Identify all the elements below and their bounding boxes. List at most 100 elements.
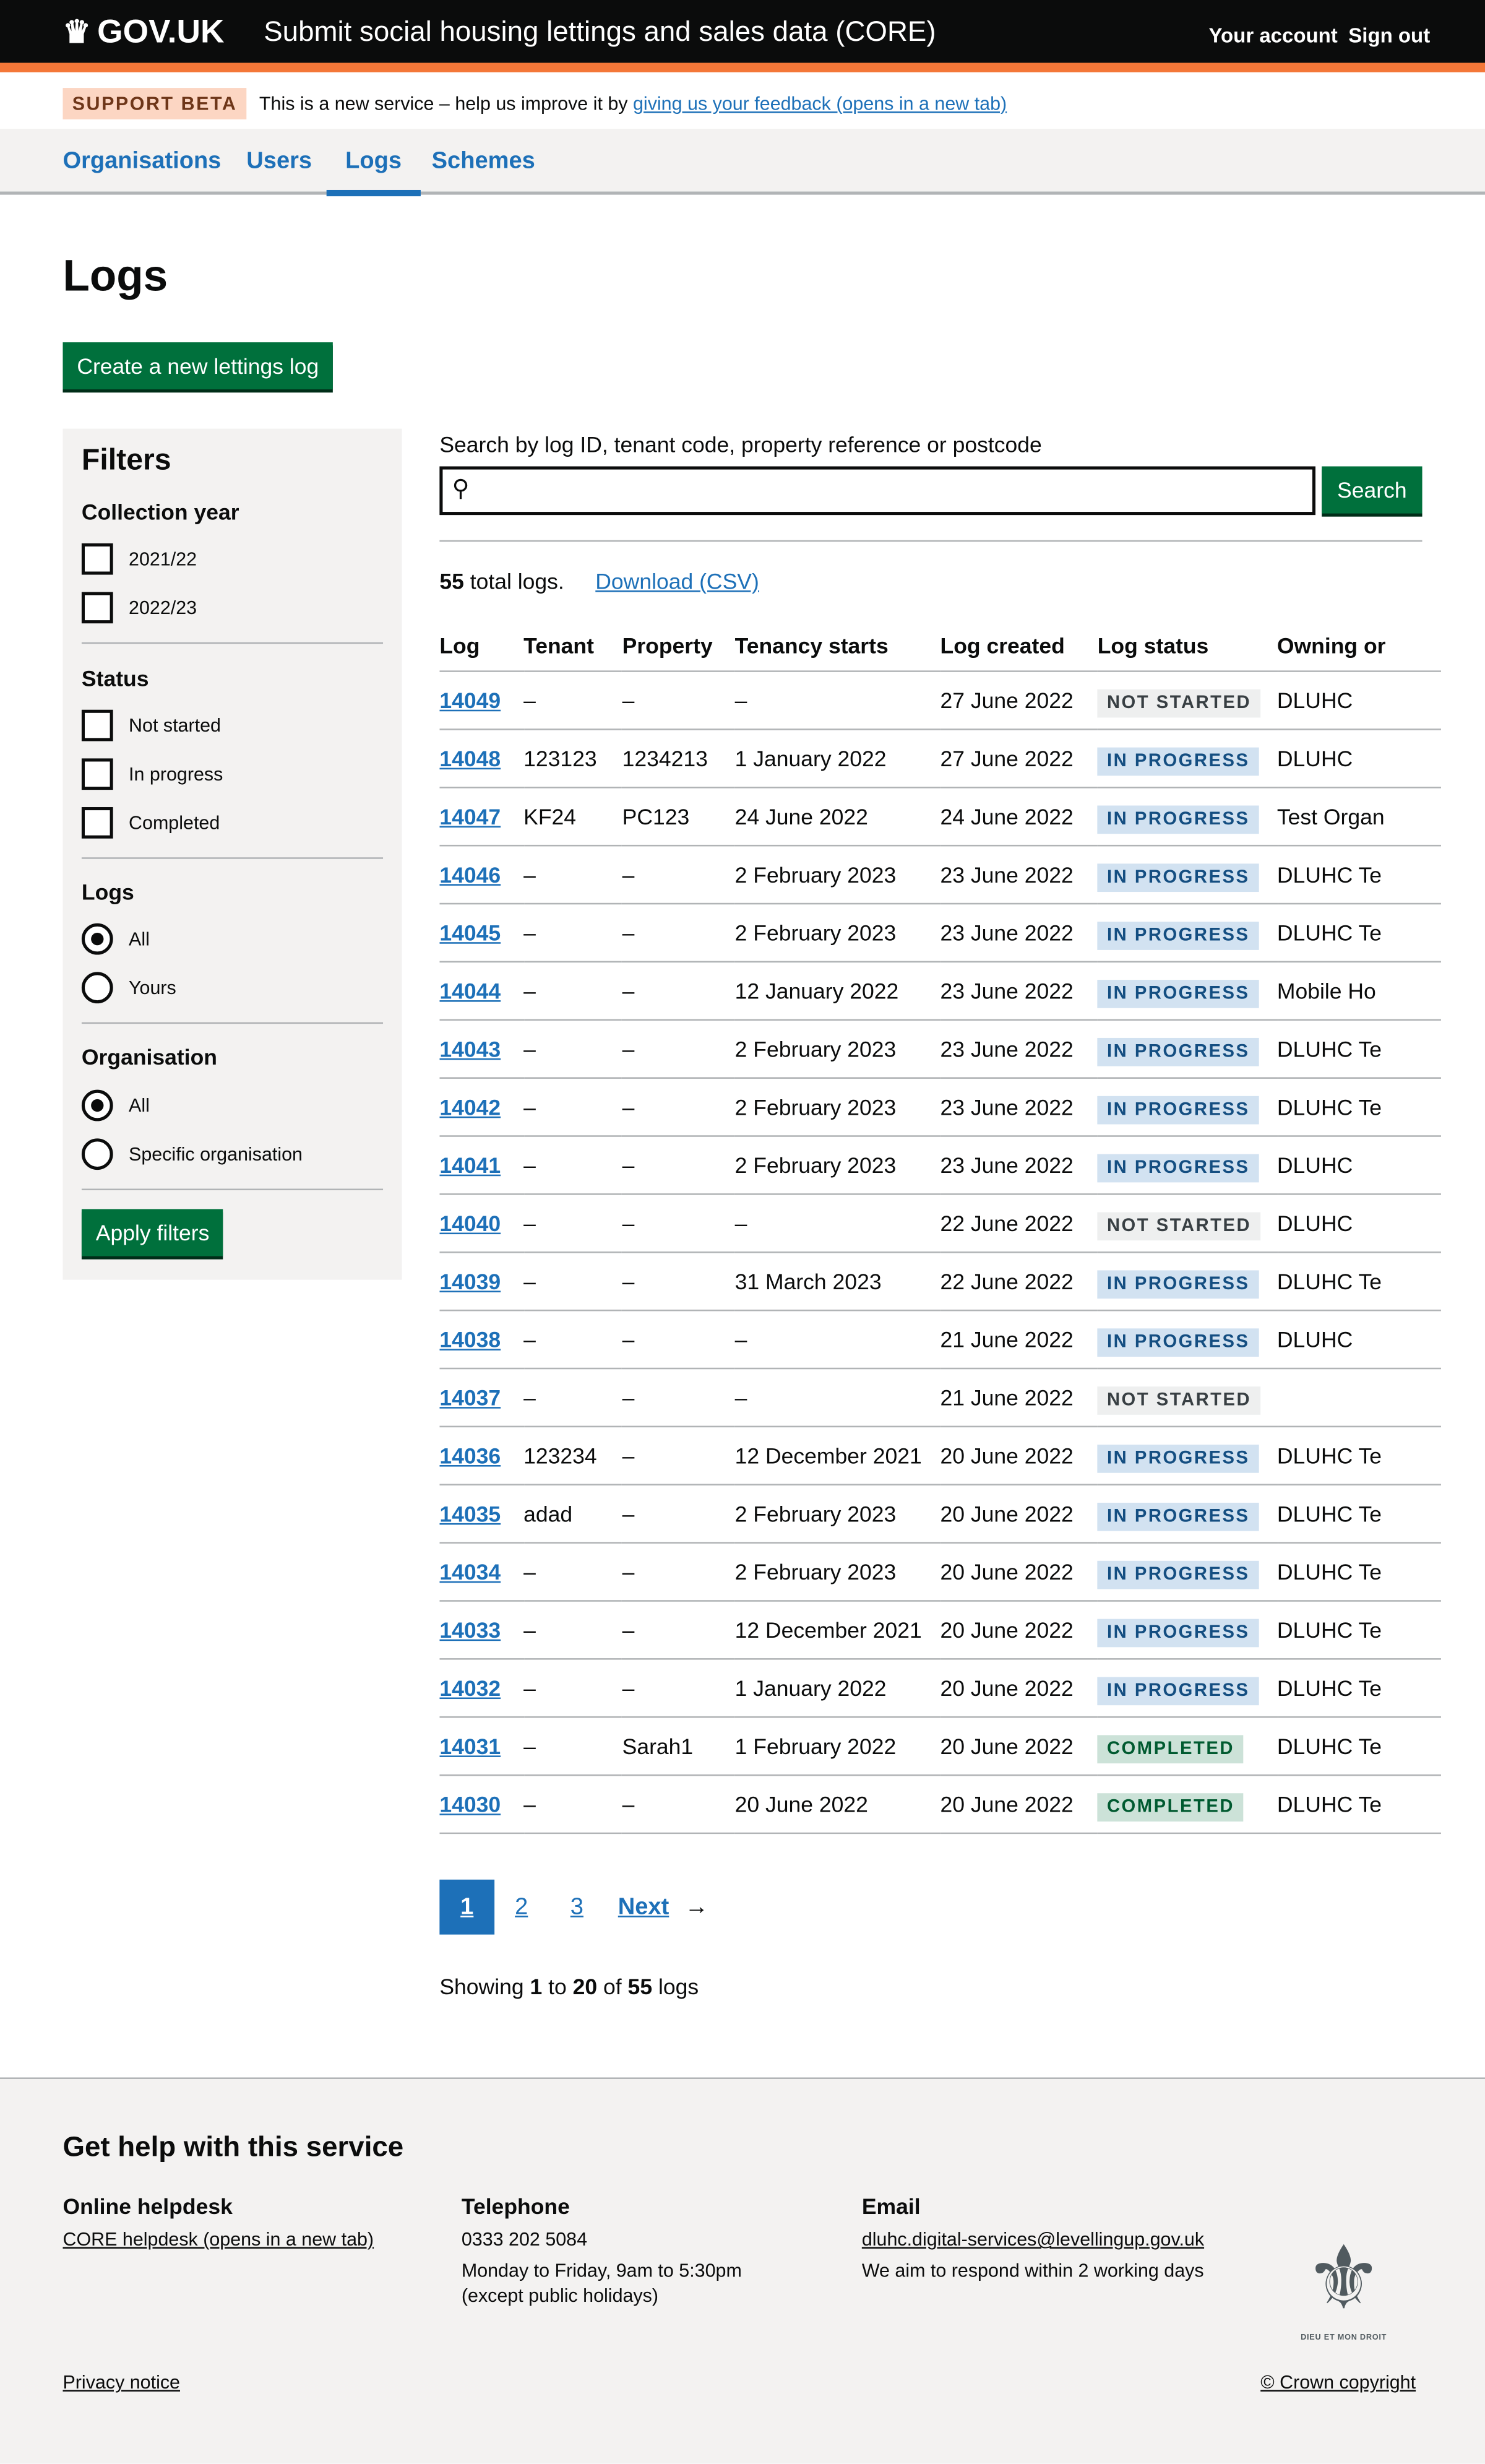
page-2-link[interactable]: 2 xyxy=(515,1893,528,1921)
next-page-link[interactable]: Next xyxy=(618,1893,669,1921)
table-cell: DLUHC Te xyxy=(1276,1019,1441,1079)
table-cell: IN PROGRESS xyxy=(1097,1310,1277,1370)
radio[interactable] xyxy=(81,972,113,1004)
checkbox[interactable] xyxy=(81,543,113,575)
table-row: 14037– – –21 June 2022 NOT STARTED xyxy=(439,1368,1441,1428)
nav-organisations[interactable]: Organisations xyxy=(62,147,222,175)
page-1-link[interactable]: 1 xyxy=(439,1879,495,1935)
log-id-link[interactable]: 14039 xyxy=(439,1268,501,1294)
radio[interactable] xyxy=(81,923,113,955)
helpdesk-link[interactable]: CORE helpdesk (opens in a new tab) xyxy=(62,2228,374,2250)
table-cell: 20 June 2022 xyxy=(734,1775,940,1835)
checkbox[interactable] xyxy=(81,709,113,741)
table-cell: 14031 xyxy=(439,1717,524,1776)
table-cell: IN PROGRESS xyxy=(1097,1078,1277,1137)
log-id-link[interactable]: 14046 xyxy=(439,862,501,888)
table-cell: – xyxy=(622,845,735,905)
log-id-link[interactable]: 14030 xyxy=(439,1791,501,1817)
log-id-link[interactable]: 14042 xyxy=(439,1094,501,1120)
table-cell: 14049 xyxy=(439,671,524,730)
table-cell: 22 June 2022 xyxy=(940,1252,1098,1312)
radio[interactable] xyxy=(81,1089,113,1122)
radio-org-all[interactable]: All xyxy=(81,1089,150,1122)
log-id-link[interactable]: 14047 xyxy=(439,803,501,829)
nav-schemes[interactable]: Schemes xyxy=(431,147,535,175)
service-name[interactable]: Submit social housing lettings and sales… xyxy=(264,15,936,48)
table-cell: Mobile Ho xyxy=(1276,961,1441,1021)
log-id-link[interactable]: 14044 xyxy=(439,978,501,1004)
privacy-notice-link[interactable]: Privacy notice xyxy=(62,2371,181,2393)
log-id-link[interactable]: 14037 xyxy=(439,1385,501,1411)
log-id-link[interactable]: 14043 xyxy=(439,1036,501,1062)
table-cell: 14044 xyxy=(439,961,524,1021)
log-id-link[interactable]: 14036 xyxy=(439,1443,501,1469)
column-header: Tenancy starts xyxy=(734,620,940,672)
govuk-logo[interactable]: ♛ GOV.UK xyxy=(62,12,224,51)
table-cell: IN PROGRESS xyxy=(1097,845,1277,905)
search-input[interactable]: ⚲ xyxy=(439,466,1316,516)
table-cell: 2 February 2023 xyxy=(734,1019,940,1079)
apply-filters-button[interactable]: Apply filters xyxy=(81,1209,224,1256)
table-cell: – xyxy=(622,1659,735,1718)
create-lettings-log-button[interactable]: Create a new lettings log xyxy=(62,342,334,390)
search-field[interactable] xyxy=(486,474,1278,509)
search-button[interactable]: Search xyxy=(1322,466,1423,514)
status-tag: NOT STARTED xyxy=(1097,1386,1261,1415)
log-id-link[interactable]: 14035 xyxy=(439,1501,501,1526)
telephone-number: 0333 202 5084 xyxy=(461,2228,588,2250)
checkbox[interactable] xyxy=(81,592,113,624)
table-cell: – xyxy=(622,961,735,1021)
log-id-link[interactable]: 14040 xyxy=(439,1211,501,1236)
log-id-link[interactable]: 14041 xyxy=(439,1152,501,1178)
log-id-link[interactable]: 14038 xyxy=(439,1326,501,1352)
table-cell: – xyxy=(622,1542,735,1602)
status-tag: IN PROGRESS xyxy=(1097,863,1259,893)
nav-users[interactable]: Users xyxy=(246,147,312,175)
status-tag: NOT STARTED xyxy=(1097,689,1261,718)
table-row: 14038– – –21 June 2022 IN PROGRESS DLUHC xyxy=(439,1310,1441,1370)
table-cell: – xyxy=(622,1426,735,1486)
table-cell: – xyxy=(523,1136,622,1195)
nav-logs[interactable]: Logs xyxy=(326,147,421,197)
table-row: 14046– –2 February 2023 23 June 2022 IN PRO… xyxy=(439,845,1441,905)
log-id-link[interactable]: 14032 xyxy=(439,1675,501,1701)
table-cell: 22 June 2022 xyxy=(940,1194,1098,1253)
table-cell: – xyxy=(523,1775,622,1835)
radio-logs-all[interactable]: All xyxy=(81,923,150,955)
feedback-link[interactable]: giving us your feedback (opens in a new … xyxy=(633,92,1007,115)
checkbox-in-progress[interactable]: In progress xyxy=(81,758,223,790)
crown-copyright-link[interactable]: © Crown copyright xyxy=(1260,2371,1416,2393)
column-header: Property xyxy=(622,620,735,672)
email-link[interactable]: dluhc.digital-services@levellingup.gov.u… xyxy=(861,2228,1205,2250)
checkbox-completed[interactable]: Completed xyxy=(81,807,220,839)
status-tag: IN PROGRESS xyxy=(1097,1502,1259,1531)
table-cell: 14033 xyxy=(439,1601,524,1660)
log-id-link[interactable]: 14048 xyxy=(439,746,501,771)
page-3-link[interactable]: 3 xyxy=(570,1893,583,1921)
log-id-link[interactable]: 14034 xyxy=(439,1559,501,1584)
table-cell: 23 June 2022 xyxy=(940,1019,1098,1079)
log-id-link[interactable]: 14049 xyxy=(439,688,501,713)
checkbox-not-started[interactable]: Not started xyxy=(81,709,221,741)
checkbox-2022-23[interactable]: 2022/23 xyxy=(81,592,197,624)
table-cell: IN PROGRESS xyxy=(1097,1542,1277,1602)
your-account-link[interactable]: Your account xyxy=(1208,24,1338,48)
status-tag: IN PROGRESS xyxy=(1097,1270,1259,1299)
log-id-link[interactable]: 14045 xyxy=(439,920,501,946)
checkbox-2021-22[interactable]: 2021/22 xyxy=(81,543,197,575)
checkbox[interactable] xyxy=(81,758,113,790)
log-id-link[interactable]: 14033 xyxy=(439,1617,501,1643)
radio[interactable] xyxy=(81,1138,113,1170)
table-cell: 20 June 2022 xyxy=(940,1542,1098,1602)
checkbox[interactable] xyxy=(81,807,113,839)
radio-org-specific[interactable]: Specific organisation xyxy=(81,1138,303,1170)
status-tag: IN PROGRESS xyxy=(1097,1445,1259,1473)
primary-navigation: Organisations Users Logs Schemes xyxy=(0,129,1485,197)
log-id-link[interactable]: 14031 xyxy=(439,1733,501,1759)
sign-out-link[interactable]: Sign out xyxy=(1348,24,1431,48)
radio-logs-yours[interactable]: Yours xyxy=(81,972,176,1004)
divider xyxy=(439,540,1423,542)
table-cell: 1 January 2022 xyxy=(734,729,940,789)
status-tag: IN PROGRESS xyxy=(1097,980,1259,1008)
download-csv-link[interactable]: Download (CSV) xyxy=(595,568,759,594)
